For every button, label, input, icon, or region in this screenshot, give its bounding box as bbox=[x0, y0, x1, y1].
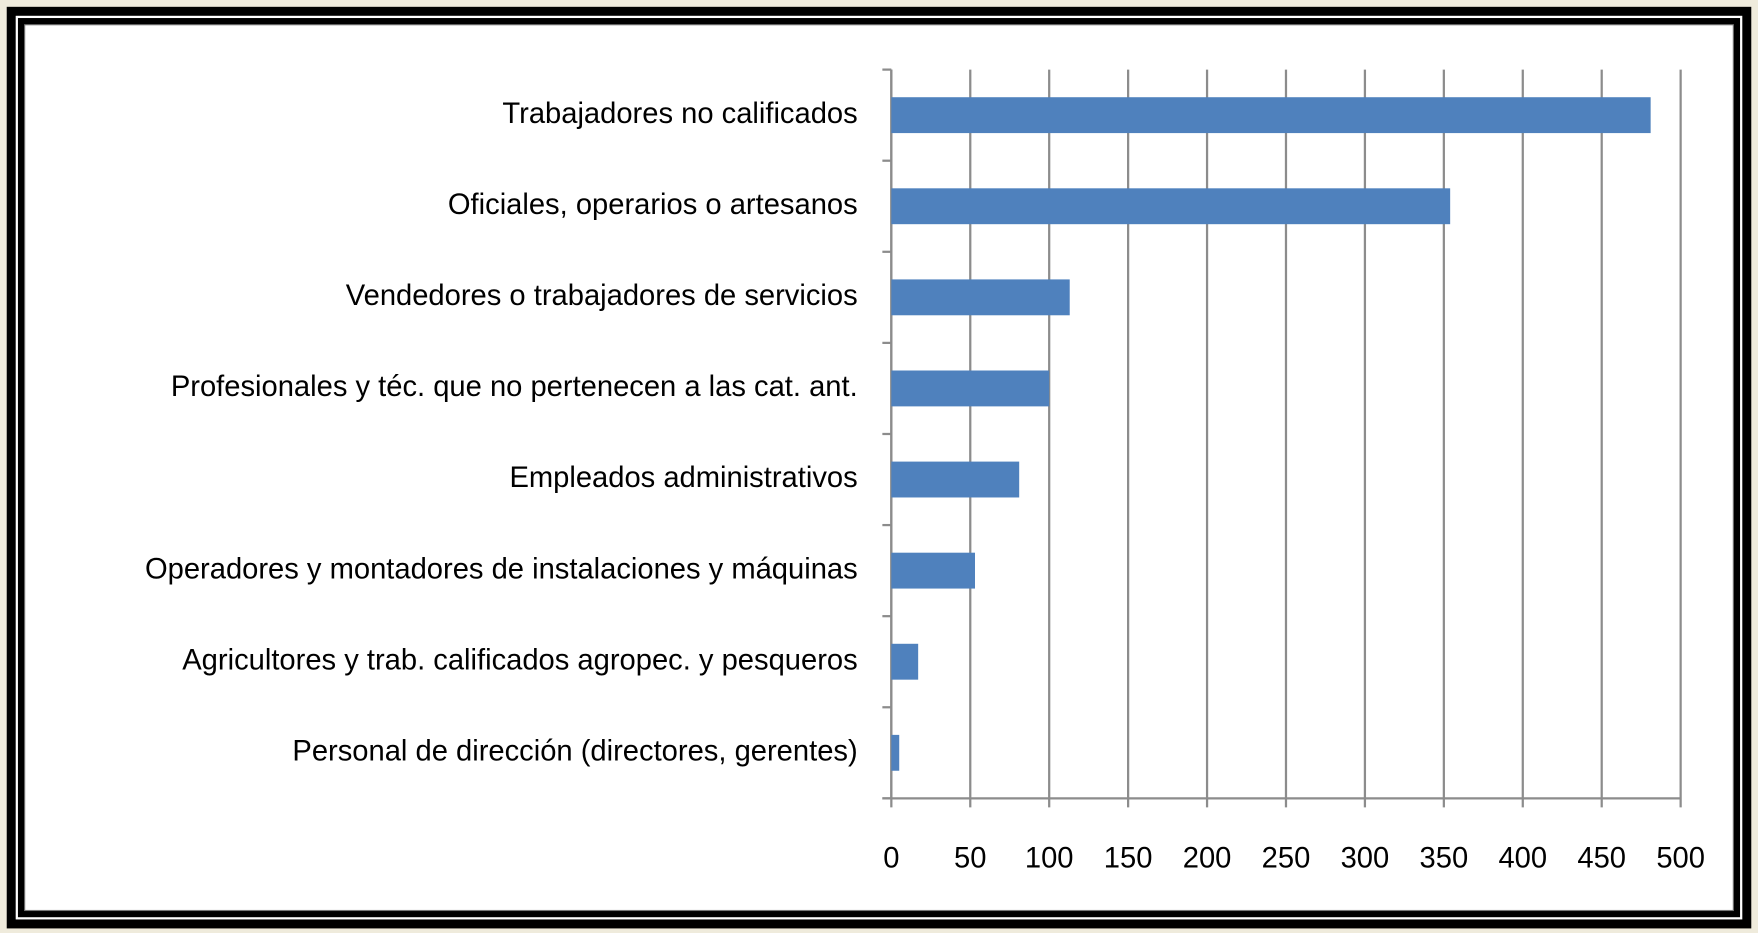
x-tick-label: 500 bbox=[1656, 843, 1705, 875]
bar bbox=[891, 643, 919, 680]
y-tick-label: Personal de dirección (directores, geren… bbox=[292, 736, 857, 768]
x-tick-label: 0 bbox=[883, 843, 899, 875]
bar bbox=[891, 734, 900, 771]
bar bbox=[891, 188, 1451, 225]
x-tick-label: 300 bbox=[1341, 843, 1390, 875]
x-tick-label: 200 bbox=[1183, 843, 1232, 875]
y-tick-label: Trabajadores no calificados bbox=[502, 98, 857, 130]
bar bbox=[891, 370, 1050, 407]
x-tick-label: 450 bbox=[1577, 843, 1626, 875]
x-tick-label: 150 bbox=[1104, 843, 1153, 875]
y-tick-label: Oficiales, operarios o artesanos bbox=[448, 189, 858, 221]
frame-line bbox=[15, 15, 1743, 920]
x-tick-label: 350 bbox=[1420, 843, 1469, 875]
x-tick-label: 100 bbox=[1025, 843, 1074, 875]
bar bbox=[891, 552, 975, 589]
bar bbox=[891, 461, 1020, 498]
x-tick-label: 250 bbox=[1262, 843, 1311, 875]
x-tick-label: 400 bbox=[1498, 843, 1547, 875]
y-tick-label: Operadores y montadores de instalaciones… bbox=[145, 553, 858, 585]
y-tick-label: Vendedores o trabajadores de servicios bbox=[346, 280, 858, 312]
x-tick-label: 50 bbox=[954, 843, 986, 875]
bar bbox=[891, 97, 1651, 134]
y-tick-label: Empleados administrativos bbox=[509, 462, 857, 494]
bar bbox=[891, 279, 1070, 316]
plot-area bbox=[24, 24, 1734, 912]
y-tick-label: Agricultores y trab. calificados agropec… bbox=[182, 644, 857, 676]
y-tick-label: Profesionales y téc. que no pertenecen a… bbox=[171, 371, 858, 403]
